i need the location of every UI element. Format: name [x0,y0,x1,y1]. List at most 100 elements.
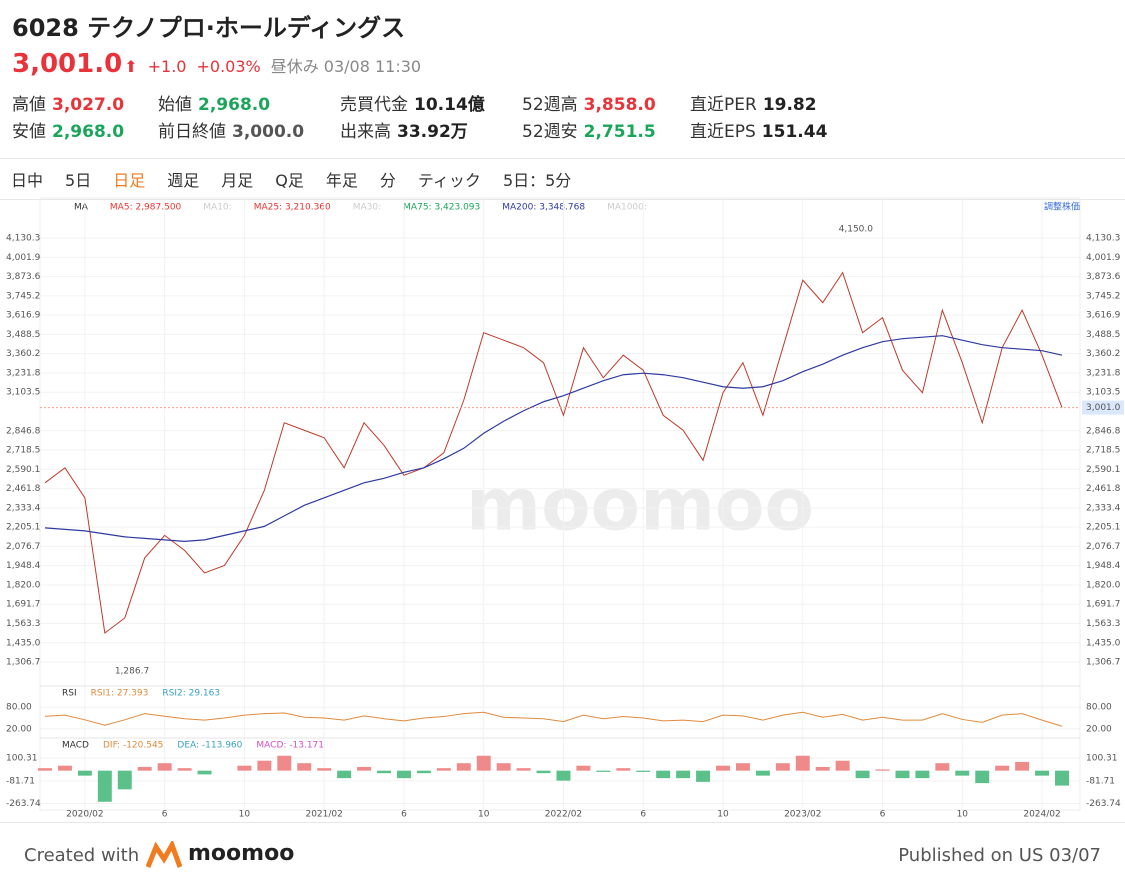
panel-tick-right: -263.74 [1086,799,1121,809]
tab[interactable]: 日足 [113,171,146,190]
indicator-label: MA30: [353,203,381,213]
macd-bar [57,765,72,771]
tab[interactable]: Q足 [275,171,304,190]
indicator-label: MA10: [203,203,231,213]
stat: 売買代金 10.14億 [340,90,485,115]
tab[interactable]: 日中 [11,171,44,190]
stat-label: 安値 [12,122,46,142]
tab[interactable]: 分 [379,171,396,190]
panel-legend: RSI2: 29.163 [162,689,220,699]
stat-label: 52週安 [522,122,578,142]
stat: 出来高 33.92万 [340,117,468,142]
y-tick-label-right: 2,461.8 [1086,484,1121,494]
footer: Created with moomoo Published on US 03/0… [0,822,1125,887]
macd-bar [676,770,691,779]
tab[interactable]: 5日：5分 [502,171,572,190]
current-price-label: 3,001.0 [1086,403,1121,413]
tab[interactable]: 5日 [65,171,92,190]
y-tick-label-right: 3,616.9 [1086,311,1121,321]
y-tick-label: 2,718.5 [6,446,40,456]
arrow: ⬆ [124,57,138,76]
panel-legend: MACD: -13.171 [256,741,324,751]
panel-legend: RSI1: 27.393 [91,689,149,699]
macd-bar [1035,770,1050,776]
y-tick-label: 3,103.5 [6,388,40,398]
tab[interactable]: 週足 [167,171,200,190]
y-tick-label: 2,333.4 [6,503,41,513]
low-label: 1,286.7 [115,667,149,677]
y-tick-label-right: 1,820.0 [1086,580,1121,590]
stat-label: 直近EPS [690,122,756,142]
high-label: 4,150.0 [839,225,874,235]
macd-bar [536,770,551,774]
y-tick-label-right: 2,590.1 [1086,465,1120,475]
change-pct: +0.03% [196,57,261,76]
y-tick-label: 4,130.3 [6,234,40,244]
y-tick-label: 1,948.4 [6,561,41,571]
y-tick-label-right: 3,488.5 [1086,330,1120,340]
y-tick-label-right: 3,873.6 [1086,272,1121,282]
stat-value: 2,751.5 [583,122,656,142]
tab[interactable]: 年足 [325,171,358,190]
y-tick-label: 3,231.8 [6,368,41,378]
macd-bar [895,770,910,779]
y-tick-label: 1,306.7 [6,658,40,668]
stat-value: 19.82 [762,95,817,115]
macd-bar [117,770,132,790]
stat: 直近PER 19.82 [690,90,817,115]
stat-value: 33.92万 [397,122,468,142]
macd-bar [616,768,631,771]
macd-bar [137,766,152,771]
macd-bar [995,765,1010,771]
x-tick-label: 2023/02 [784,810,821,820]
y-tick-label-right: 1,563.3 [1086,619,1120,629]
macd-bar [815,766,830,771]
macd-bar [197,770,212,775]
y-tick-label: 3,488.5 [6,330,40,340]
stat-label: 直近PER [690,95,757,115]
stat: 高値 3,027.0 [12,90,124,115]
macd-bar [935,763,950,771]
macd-bar [755,770,770,776]
macd-bar [77,770,92,776]
chart: moomoo MA MA5: 2,987.500 MA10: MA25: 3,210.3… [6,197,1124,820]
y-tick-label: 3,745.2 [6,291,40,301]
macd-bar [636,770,651,772]
tab[interactable]: 月足 [221,171,254,190]
macd-bar [955,770,970,776]
macd-bar [696,770,711,782]
x-tick-label: 10 [239,810,251,820]
panel-tick: 100.31 [6,754,38,764]
y-tick-label-right: 3,745.2 [1086,291,1120,301]
price: 3,001.0 [12,49,123,79]
y-tick-label-right: 1,435.0 [1086,638,1121,648]
y-tick-label-right: 1,306.7 [1086,658,1120,668]
stat-value: 10.14億 [414,95,485,115]
panel-tick: -263.74 [6,799,41,809]
y-tick-label: 2,846.8 [6,426,41,436]
panel-legend: DEA: -113.960 [177,741,242,751]
macd-bar [476,755,491,771]
indicator-label: MA1000: [607,203,647,213]
macd-bar [317,768,332,771]
status: 昼休み 03/08 11:30 [270,57,422,76]
macd-bar [97,770,112,802]
tab[interactable]: ティック [417,171,481,190]
macd-bar [576,765,591,771]
y-tick-label-right: 2,718.5 [1086,446,1120,456]
stat-label: 始値 [158,95,192,115]
x-tick-label: 6 [401,810,407,820]
y-tick-label: 3,616.9 [6,311,41,321]
y-tick-label: 4,001.9 [6,253,41,263]
price-line: 3,001.0 ⬆ +1.0 +0.03% 昼休み 03/08 11:30 [12,49,421,79]
brand: moomoo [188,841,295,866]
x-tick-label: 2020/02 [66,810,103,820]
y-tick-label: 1,691.7 [6,600,40,610]
x-tick-label: 10 [957,810,969,820]
macd-bar [38,768,52,771]
stats: 高値 3,027.0 始値 2,968.0 売買代金 10.14億 52週高 3,858.0 直… [12,90,1112,146]
macd-bar [516,768,531,771]
macd-bar [277,755,292,771]
y-tick-label: 1,435.0 [6,638,41,648]
y-tick-label: 3,360.2 [6,349,40,359]
